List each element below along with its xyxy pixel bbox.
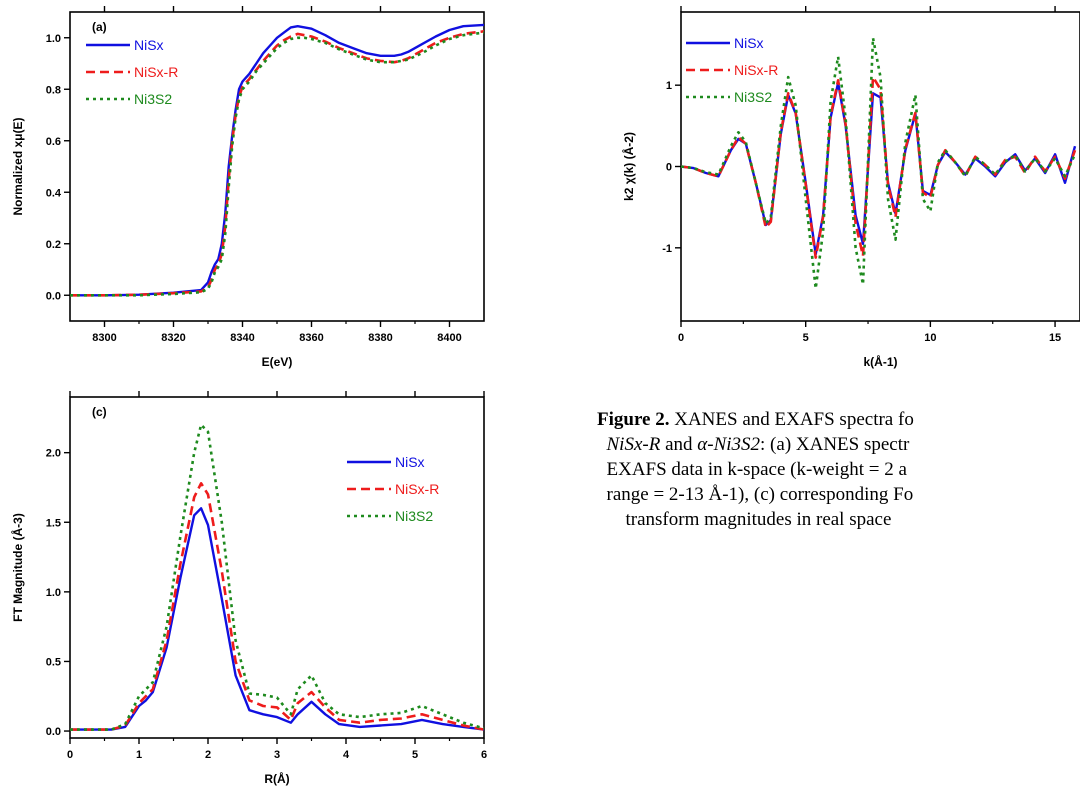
series-line-nisx-r <box>70 30 484 297</box>
caption-line-1: Figure 2. XANES and EXAFS spectra fo <box>597 407 1080 432</box>
figure-caption: Figure 2. XANES and EXAFS spectra fo NiS… <box>597 407 1080 532</box>
caption-line-4: range = 2-13 Å-1), (c) corresponding Fo <box>597 482 1080 507</box>
x-axis-label: R(Å) <box>264 771 289 786</box>
plot-frame <box>69 11 485 322</box>
x-tick-label: 4 <box>343 749 350 761</box>
y-axis-label: k2 χ(k) (Å-2) <box>621 132 636 201</box>
caption-line-3: EXAFS data in k-space (k-weight = 2 a <box>597 457 1080 482</box>
series-line-ni3s2 <box>70 31 484 297</box>
x-tick-label: 1 <box>136 749 142 761</box>
y-tick-label: 0 <box>666 162 672 174</box>
x-tick-label: 8320 <box>161 332 185 344</box>
series-line-nisx <box>681 81 1077 256</box>
x-tick-label: 0 <box>678 332 684 344</box>
y-tick-label: -1 <box>662 243 672 255</box>
legend-label: NiSx <box>134 37 164 53</box>
x-axis-label: k(Å-1) <box>863 354 897 369</box>
x-tick-label: 5 <box>412 749 418 761</box>
x-tick-label: 10 <box>924 332 936 344</box>
series-line-nisx <box>70 507 484 731</box>
y-tick-label: 1 <box>666 80 672 92</box>
legend-label: Ni3S2 <box>395 508 433 524</box>
y-axis-label: Normalized xμ(E) <box>11 117 25 215</box>
y-tick-label: 0.8 <box>46 84 61 96</box>
caption-line-4-text: range = 2-13 Å-1), (c) corresponding Fo <box>606 484 914 505</box>
x-tick-label: 6 <box>481 749 487 761</box>
legend-label: Ni3S2 <box>734 89 772 105</box>
x-tick-label: 3 <box>274 749 280 761</box>
x-tick-label: 2 <box>205 749 211 761</box>
y-tick-label: 0.0 <box>46 726 61 738</box>
y-tick-label: 0.6 <box>46 136 61 148</box>
caption-figure-label: Figure 2. <box>597 409 670 430</box>
chart-panel-3: 0 1 2 3 4 5 6 0.0 0.5 1.0 1.5 2.0 R(Å) FT Magnitude (… <box>10 391 487 786</box>
y-tick-label: 0.2 <box>46 239 61 251</box>
legend-label: NiSx <box>395 454 425 470</box>
x-tick-label: 15 <box>1049 332 1061 344</box>
chart-panel-1: 8300 8320 8340 8360 8380 8400 0.0 0.2 0.4 0.6 0.8 1… <box>11 6 485 369</box>
x-tick-label: 0 <box>67 749 73 761</box>
caption-line-3-text: EXAFS data in k-space (k-weight = 2 a <box>606 459 907 480</box>
legend-label: NiSx-R <box>734 62 778 78</box>
caption-chem-ni3s2: α-Ni3S2 <box>697 434 761 455</box>
y-tick-label: 2.0 <box>46 448 61 460</box>
x-tick-label: 5 <box>803 332 809 344</box>
legend-label: NiSx-R <box>134 64 178 80</box>
y-tick-label: 1.0 <box>46 33 61 45</box>
chart-panel-2: 0 5 10 15 -1 0 1 k(Å-1) k2 χ(k) (Å-2) NiSx NiSx-R N… <box>621 6 1080 369</box>
panel-label: (a) <box>92 20 107 34</box>
x-axis-label: E(eV) <box>262 355 293 369</box>
legend-label: NiSx-R <box>395 481 439 497</box>
y-tick-label: 0.4 <box>46 187 62 199</box>
series-line-nisx-r <box>70 482 484 731</box>
y-tick-label: 0.0 <box>46 290 61 302</box>
caption-line-2: NiSx-R and α-Ni3S2: (a) XANES spectr <box>597 432 1080 457</box>
caption-line-5-text: transform magnitudes in real space <box>625 509 892 530</box>
y-tick-label: 0.5 <box>46 656 61 668</box>
y-tick-label: 1.5 <box>46 517 61 529</box>
caption-line-2-text: : (a) XANES spectr <box>760 434 910 455</box>
x-tick-label: 8360 <box>299 332 323 344</box>
x-tick-label: 8300 <box>92 332 116 344</box>
caption-chem-nisx-r: NiSx-R <box>606 434 661 455</box>
y-axis-label: FT Magnitude (Å-3) <box>10 513 25 622</box>
caption-conjunction: and <box>665 434 693 455</box>
legend-label: Ni3S2 <box>134 91 172 107</box>
caption-line-5: transform magnitudes in real space <box>597 507 1080 532</box>
y-tick-label: 1.0 <box>46 587 61 599</box>
caption-line-1-text: XANES and EXAFS spectra fo <box>674 409 914 430</box>
series-line-nisx <box>70 23 484 297</box>
x-tick-label: 8400 <box>437 332 461 344</box>
plot-frame <box>69 396 485 739</box>
legend-label: NiSx <box>734 35 764 51</box>
panel-label: (c) <box>92 405 107 419</box>
x-tick-label: 8380 <box>368 332 392 344</box>
x-tick-label: 8340 <box>230 332 254 344</box>
series-line-ni3s2 <box>70 423 484 731</box>
